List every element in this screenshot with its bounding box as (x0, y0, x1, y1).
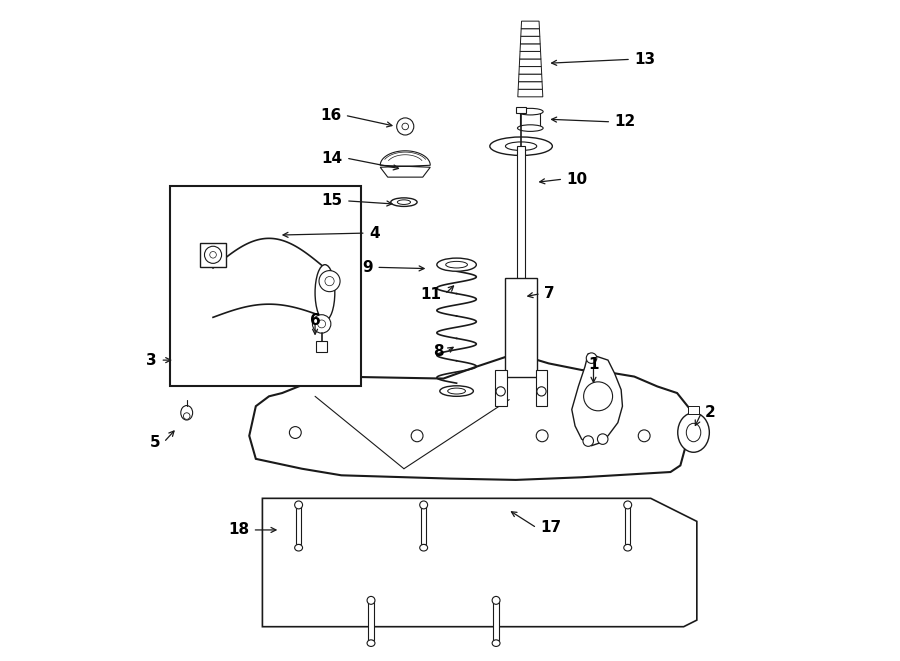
Ellipse shape (181, 406, 193, 420)
Bar (536, 370, 547, 407)
Ellipse shape (184, 412, 190, 419)
Text: 16: 16 (320, 108, 341, 123)
Ellipse shape (367, 640, 375, 646)
Circle shape (537, 387, 546, 396)
Bar (493, 600, 499, 640)
Ellipse shape (436, 258, 476, 271)
Bar (516, 106, 526, 113)
Ellipse shape (440, 386, 473, 397)
Circle shape (419, 501, 428, 509)
Text: 12: 12 (615, 114, 635, 130)
Polygon shape (519, 59, 541, 67)
Bar (505, 278, 537, 377)
Polygon shape (519, 67, 542, 74)
Polygon shape (518, 82, 543, 89)
Ellipse shape (490, 137, 553, 155)
Circle shape (624, 501, 632, 509)
Circle shape (319, 270, 340, 292)
Ellipse shape (492, 640, 500, 646)
Text: 1: 1 (589, 357, 598, 372)
Text: 14: 14 (321, 151, 343, 165)
Circle shape (290, 426, 302, 438)
Text: 18: 18 (228, 522, 249, 537)
Polygon shape (520, 44, 541, 52)
Circle shape (402, 123, 409, 130)
Circle shape (397, 118, 414, 135)
Circle shape (586, 353, 597, 364)
Ellipse shape (447, 388, 465, 394)
Text: 13: 13 (634, 52, 655, 67)
Bar (688, 407, 698, 414)
Ellipse shape (391, 198, 417, 206)
Text: 3: 3 (147, 352, 158, 368)
Bar (518, 146, 525, 301)
Ellipse shape (397, 200, 410, 204)
Polygon shape (572, 354, 623, 446)
Circle shape (325, 276, 334, 286)
Ellipse shape (518, 125, 543, 132)
Polygon shape (521, 21, 539, 28)
Bar (520, 112, 540, 128)
Text: 10: 10 (566, 172, 588, 186)
Circle shape (210, 252, 216, 258)
Circle shape (536, 430, 548, 442)
Text: 2: 2 (705, 405, 716, 420)
Ellipse shape (518, 108, 543, 115)
Text: 11: 11 (420, 287, 441, 302)
Circle shape (312, 315, 331, 333)
Circle shape (411, 430, 423, 442)
Polygon shape (520, 36, 540, 44)
Text: 6: 6 (310, 313, 320, 328)
Bar (200, 243, 226, 266)
Text: 17: 17 (540, 520, 562, 535)
Polygon shape (263, 498, 697, 627)
Circle shape (583, 436, 593, 446)
Ellipse shape (446, 261, 467, 268)
Ellipse shape (678, 412, 709, 452)
Circle shape (638, 430, 650, 442)
Bar (421, 505, 427, 545)
Circle shape (204, 247, 221, 263)
Circle shape (583, 382, 613, 410)
Polygon shape (519, 52, 541, 59)
Bar (170, 186, 361, 387)
Ellipse shape (624, 545, 632, 551)
Bar (317, 341, 327, 352)
Circle shape (294, 501, 302, 509)
Circle shape (318, 320, 326, 328)
Polygon shape (380, 151, 430, 177)
Circle shape (598, 434, 608, 444)
Bar (495, 370, 507, 407)
Ellipse shape (294, 545, 302, 551)
Text: 15: 15 (321, 193, 343, 208)
Ellipse shape (506, 142, 536, 151)
Text: 5: 5 (149, 435, 160, 450)
Circle shape (367, 596, 375, 604)
Polygon shape (518, 74, 542, 82)
Text: 8: 8 (433, 344, 444, 359)
Bar (626, 505, 630, 545)
Ellipse shape (315, 264, 335, 321)
Ellipse shape (419, 545, 428, 551)
Text: 4: 4 (369, 225, 380, 241)
Text: 9: 9 (363, 260, 373, 275)
Circle shape (492, 596, 500, 604)
Polygon shape (521, 28, 540, 36)
Polygon shape (249, 354, 690, 480)
Text: 7: 7 (544, 286, 554, 301)
Bar (368, 600, 373, 640)
Ellipse shape (687, 423, 701, 442)
Circle shape (496, 387, 505, 396)
Bar (296, 505, 302, 545)
Polygon shape (518, 89, 543, 97)
